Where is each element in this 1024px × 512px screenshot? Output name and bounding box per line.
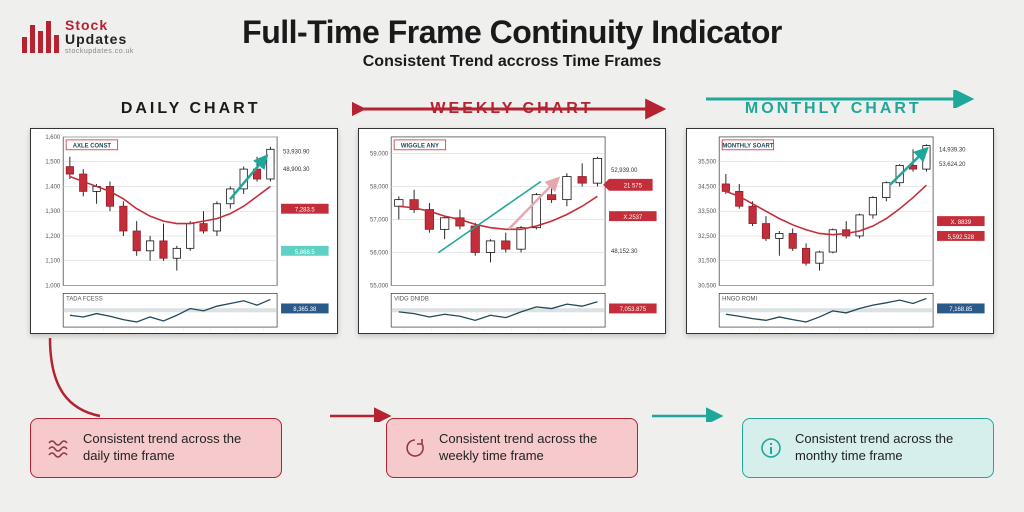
svg-text:·: · xyxy=(156,328,158,333)
svg-text:8,365.38: 8,365.38 xyxy=(293,307,317,313)
svg-text:·: · xyxy=(457,328,459,333)
svg-text:35,500: 35,500 xyxy=(698,160,717,166)
chart-headings-row: DAILY CHART WEEKLY CHART MONTHLY CHART xyxy=(0,100,1024,118)
annotation-weekly: Consistent trend across the weekly time … xyxy=(386,418,638,478)
svg-text:7,283.5: 7,283.5 xyxy=(295,208,316,214)
svg-text:53,930.90: 53,930.90 xyxy=(283,150,310,156)
svg-text:·: · xyxy=(404,328,406,333)
svg-text:48,900.30: 48,900.30 xyxy=(283,167,310,173)
svg-text:7,053.875: 7,053.875 xyxy=(620,307,647,313)
annotation-daily-text: Consistent trend across the daily time f… xyxy=(83,431,265,465)
svg-text:TADA FCESS: TADA FCESS xyxy=(66,296,103,302)
svg-text:·: · xyxy=(129,328,131,333)
svg-text:·: · xyxy=(812,328,814,333)
svg-text:·: · xyxy=(785,328,787,333)
svg-text:5,592.528: 5,592.528 xyxy=(948,235,975,241)
annotation-daily: Consistent trend across the daily time f… xyxy=(30,418,282,478)
svg-text:1,100: 1,100 xyxy=(45,259,61,265)
svg-text:·: · xyxy=(564,328,566,333)
svg-text:34,500: 34,500 xyxy=(698,184,717,190)
heading-monthly: MONTHLY CHART xyxy=(683,100,983,118)
heading-weekly: WEEKLY CHART xyxy=(362,100,662,118)
annotation-monthly: Consistent trend across the monthy time … xyxy=(742,418,994,478)
svg-text:·: · xyxy=(263,328,265,333)
svg-text:32,500: 32,500 xyxy=(698,234,717,240)
svg-text:55,000: 55,000 xyxy=(370,283,389,289)
svg-text:21 575: 21 575 xyxy=(624,184,643,190)
svg-text:31,500: 31,500 xyxy=(698,259,717,265)
refresh-icon xyxy=(403,436,427,460)
svg-text:5,868.5: 5,868.5 xyxy=(295,250,316,256)
svg-text:57,000: 57,000 xyxy=(370,217,389,223)
svg-text:X. 8839: X. 8839 xyxy=(951,220,972,226)
svg-text:14,939.30: 14,939.30 xyxy=(939,147,966,153)
svg-text:58,000: 58,000 xyxy=(370,184,389,190)
svg-text:1,400: 1,400 xyxy=(45,184,61,190)
svg-text:·: · xyxy=(511,328,513,333)
svg-text:·: · xyxy=(430,328,432,333)
svg-text:·: · xyxy=(919,328,921,333)
svg-text:33,500: 33,500 xyxy=(698,209,717,215)
svg-text:52,939.00: 52,939.00 xyxy=(611,168,638,174)
svg-text:AXLE CONST: AXLE CONST xyxy=(73,143,112,149)
svg-text:48,152.30: 48,152.30 xyxy=(611,249,638,255)
svg-text:30,500: 30,500 xyxy=(698,283,717,289)
heading-daily: DAILY CHART xyxy=(41,100,341,118)
svg-text:1,500: 1,500 xyxy=(45,160,61,166)
svg-text:53,624.20: 53,624.20 xyxy=(939,162,966,168)
svg-text:HNGO ROMI: HNGO ROMI xyxy=(722,296,757,302)
svg-text:·: · xyxy=(758,328,760,333)
svg-text:·: · xyxy=(732,328,734,333)
svg-text:7,168.85: 7,168.85 xyxy=(949,307,973,313)
svg-text:·: · xyxy=(537,328,539,333)
chart-panel-daily: 1,000 1,100 1,200 1,300 1,400 1,500 1,600 AXLE … xyxy=(30,128,338,334)
chart-panel-weekly: 55,000 56,000 57,000 58,000 59,000 WIGGLE ANY… xyxy=(358,128,666,334)
svg-text:·: · xyxy=(236,328,238,333)
svg-text:·: · xyxy=(865,328,867,333)
page-title-block: Full-Time Frame Continuity Indicator Con… xyxy=(0,14,1024,71)
svg-text:VIDG DNIDB: VIDG DNIDB xyxy=(394,296,429,302)
svg-text:·: · xyxy=(209,328,211,333)
svg-text:·: · xyxy=(183,328,185,333)
svg-text:·: · xyxy=(76,328,78,333)
svg-text:·: · xyxy=(102,328,104,333)
page-title: Full-Time Frame Continuity Indicator xyxy=(0,14,1024,51)
annotation-monthly-text: Consistent trend across the monthy time … xyxy=(795,431,977,465)
svg-text:X.2537: X.2537 xyxy=(623,215,642,221)
svg-text:1,000: 1,000 xyxy=(45,283,61,289)
annotations-row: Consistent trend across the daily time f… xyxy=(30,418,994,478)
svg-text:·: · xyxy=(839,328,841,333)
connector-curves xyxy=(30,330,994,422)
svg-text:1,300: 1,300 xyxy=(45,209,61,215)
svg-text:1,600: 1,600 xyxy=(45,135,61,141)
svg-text:WIGGLE ANY: WIGGLE ANY xyxy=(401,143,439,149)
annotation-weekly-text: Consistent trend across the weekly time … xyxy=(439,431,621,465)
svg-text:·: · xyxy=(892,328,894,333)
page-subtitle: Consistent Trend accross Time Frames xyxy=(0,53,1024,71)
waves-icon xyxy=(47,436,71,460)
svg-text:59,000: 59,000 xyxy=(370,151,389,157)
info-icon xyxy=(759,436,783,460)
svg-text:56,000: 56,000 xyxy=(370,250,389,256)
chart-panel-monthly: 30,500 31,500 32,500 33,500 34,500 35,500 MONT… xyxy=(686,128,994,334)
svg-text:1,200: 1,200 xyxy=(45,234,61,240)
charts-row: 1,000 1,100 1,200 1,300 1,400 1,500 1,600 AXLE … xyxy=(30,128,994,334)
svg-text:·: · xyxy=(484,328,486,333)
svg-text:·: · xyxy=(591,328,593,333)
svg-text:MONTHLY SOART: MONTHLY SOART xyxy=(722,143,774,149)
